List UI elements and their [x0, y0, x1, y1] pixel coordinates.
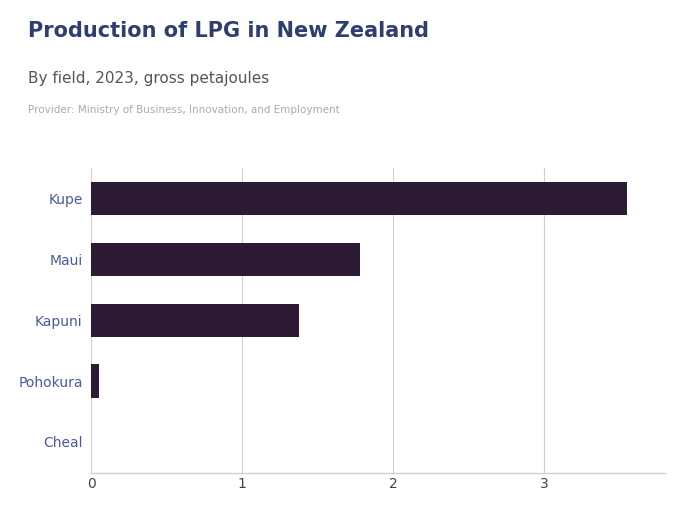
- Text: figure.nz: figure.nz: [580, 34, 664, 51]
- Bar: [91, 182, 627, 215]
- Bar: [91, 243, 360, 276]
- Text: Provider: Ministry of Business, Innovation, and Employment: Provider: Ministry of Business, Innovati…: [28, 105, 340, 115]
- Bar: [91, 364, 99, 398]
- Bar: [91, 303, 300, 337]
- Text: By field, 2023, gross petajoules: By field, 2023, gross petajoules: [28, 71, 270, 86]
- Text: Production of LPG in New Zealand: Production of LPG in New Zealand: [28, 21, 429, 41]
